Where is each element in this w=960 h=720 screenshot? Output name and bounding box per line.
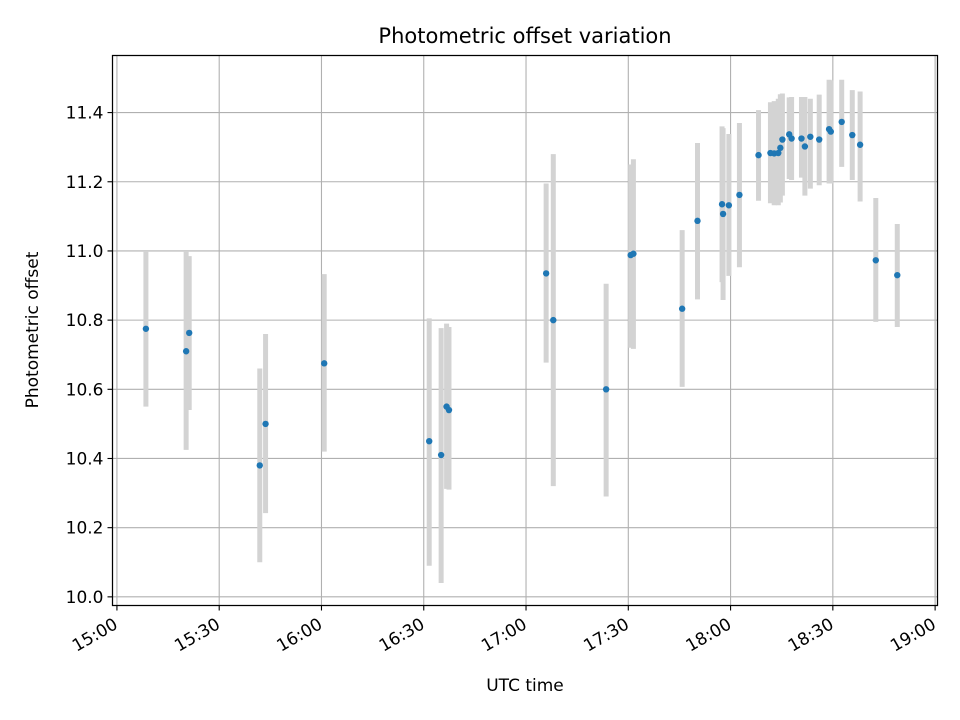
data-point xyxy=(827,128,834,135)
data-point xyxy=(718,201,726,208)
data-point xyxy=(186,329,193,337)
data-point xyxy=(798,135,805,142)
data-point xyxy=(437,451,445,459)
data-point xyxy=(678,305,686,312)
data-point xyxy=(801,143,809,150)
data-point xyxy=(550,316,557,324)
x-axis-label: UTC time xyxy=(486,676,564,696)
data-point xyxy=(779,136,786,143)
chart-title: Photometric offset variation xyxy=(378,24,671,48)
data-point xyxy=(694,217,701,225)
y-tick-label: 10.8 xyxy=(66,311,104,331)
data-point xyxy=(894,271,901,279)
data-point xyxy=(725,202,733,209)
data-point xyxy=(807,133,814,140)
y-tick-label: 11.0 xyxy=(66,242,104,262)
data-point xyxy=(838,118,845,126)
data-point xyxy=(777,144,784,152)
y-axis-ticks: 10.0 10.2 10.4 10.6 10.8 11.0 11.2 11.4 xyxy=(66,104,113,608)
data-point xyxy=(872,257,879,264)
data-point xyxy=(755,151,762,159)
data-point xyxy=(542,270,550,277)
data-point xyxy=(321,360,328,367)
data-point xyxy=(602,386,610,393)
data-point xyxy=(445,406,453,414)
data-point xyxy=(775,149,782,157)
data-point xyxy=(849,131,856,139)
data-point xyxy=(856,141,864,148)
data-points xyxy=(142,118,901,469)
data-point xyxy=(816,136,823,143)
data-point xyxy=(256,462,263,469)
data-point xyxy=(426,437,433,445)
y-tick-label: 11.4 xyxy=(66,104,104,124)
y-tick-label: 10.4 xyxy=(66,449,104,469)
data-point xyxy=(182,348,190,355)
y-tick-label: 11.2 xyxy=(66,173,104,193)
data-point xyxy=(719,210,727,218)
data-point xyxy=(142,325,150,332)
y-tick-label: 10.2 xyxy=(66,519,104,539)
plot-frame xyxy=(111,54,939,607)
data-point xyxy=(736,191,743,199)
data-point xyxy=(788,135,795,142)
data-point xyxy=(262,420,269,428)
y-tick-label: 10.0 xyxy=(66,588,104,608)
y-tick-label: 10.6 xyxy=(66,380,104,400)
data-point xyxy=(630,250,637,257)
y-axis-label: Photometric offset xyxy=(23,251,43,408)
